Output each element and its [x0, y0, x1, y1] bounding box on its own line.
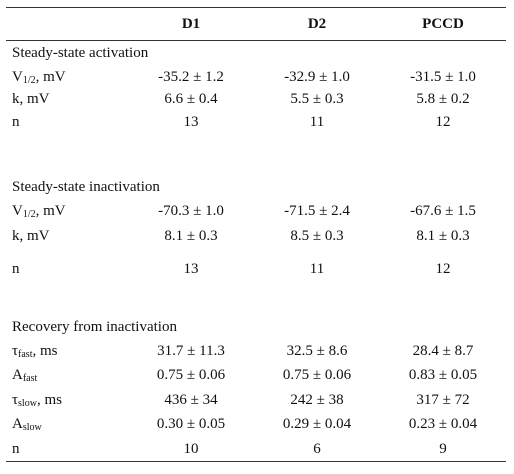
cell-value: -67.6 ± 1.5 — [410, 203, 476, 219]
label-subscript: fast — [22, 373, 38, 384]
data-row: n 13 11 12 — [6, 248, 506, 290]
cell-value: 0.83 ± 0.05 — [408, 367, 478, 383]
cell-value: 5.5 ± 0.3 — [290, 90, 344, 107]
cell-value: 11 — [309, 113, 325, 130]
row-label: k, mV — [12, 227, 50, 244]
data-row: k, mV 6.6 ± 0.4 5.5 ± 0.3 5.8 ± 0.2 — [6, 88, 506, 110]
cell-value: 0.75 ± 0.06 — [156, 367, 226, 383]
cell-value: 0.29 ± 0.04 — [282, 416, 352, 432]
header-row: D1 D2 PCCD — [6, 7, 506, 41]
cell-value: 8.1 ± 0.3 — [416, 227, 470, 244]
section-title-row: Steady-state inactivation — [6, 175, 506, 199]
label-subscript: slow — [22, 422, 42, 433]
cell-value: 12 — [435, 113, 451, 130]
section-title-row: Steady-state activation — [6, 41, 506, 67]
cell-value: 6 — [254, 437, 380, 462]
cell-value: -71.5 ± 2.4 — [284, 203, 350, 219]
label-base: V — [12, 68, 23, 85]
cell-value: 13 — [183, 113, 199, 130]
label-base: τ — [12, 391, 19, 408]
cell-value: 436 ± 34 — [164, 391, 218, 408]
section-title: Steady-state inactivation — [12, 178, 160, 195]
spacer-row — [6, 134, 506, 175]
cell-value: -70.3 ± 1.0 — [158, 203, 224, 219]
cell-value: 9 — [380, 437, 506, 462]
cell-value: 6.6 ± 0.4 — [164, 90, 218, 107]
data-row: Afast 0.75 ± 0.06 0.75 ± 0.06 0.83 ± 0.05 — [6, 363, 506, 388]
row-label: n — [12, 260, 20, 277]
row-label: V1/2, mV — [6, 66, 128, 88]
label-subscript: 1/2 — [22, 209, 36, 220]
label-subscript: slow — [18, 397, 37, 409]
cell-value: 13 — [183, 260, 199, 277]
cell-value: 8.5 ± 0.3 — [290, 227, 344, 244]
column-header: D1 — [128, 7, 254, 41]
data-row: V1/2, mV -70.3 ± 1.0 -71.5 ± 2.4 -67.6 ± 1.… — [6, 199, 506, 224]
row-label: k, mV — [12, 90, 50, 107]
spacer — [6, 290, 506, 315]
cell-value: 28.4 ± 8.7 — [412, 342, 474, 359]
row-label: Aslow — [6, 412, 128, 437]
label-subscript: 1/2 — [22, 74, 36, 86]
cell-value: -35.2 ± 1.2 — [158, 68, 224, 85]
section-title-row: Recovery from inactivation — [6, 315, 506, 339]
label-suffix: , ms — [36, 391, 62, 408]
data-row: τslow, ms 436 ± 34 242 ± 38 317 ± 72 — [6, 388, 506, 412]
column-header: D2 — [254, 7, 380, 41]
cell-value: 0.30 ± 0.05 — [156, 416, 226, 432]
row-label: V1/2, mV — [6, 199, 128, 224]
data-row: τfast, ms 31.7 ± 11.3 32.5 ± 8.6 28.4 ± 8.7 — [6, 339, 506, 363]
cell-value: 11 — [309, 260, 325, 277]
row-label: n — [6, 437, 128, 462]
cell-value: 32.5 ± 8.6 — [286, 342, 348, 359]
data-row: n 10 6 9 — [6, 437, 506, 462]
label-subscript: fast — [18, 348, 33, 360]
cell-value: -31.5 ± 1.0 — [410, 68, 476, 85]
cell-value: 31.7 ± 11.3 — [157, 342, 225, 359]
row-label: τslow, ms — [6, 388, 128, 412]
spacer-row — [6, 290, 506, 315]
cell-value: 12 — [435, 260, 451, 277]
cell-value: 242 ± 38 — [290, 391, 344, 408]
cell-value: -32.9 ± 1.0 — [284, 68, 350, 85]
label-base: A — [12, 416, 23, 432]
cell-value: 10 — [128, 437, 254, 462]
data-table: D1 D2 PCCD Steady-state activation V1/2, mV… — [6, 7, 506, 462]
cell-value: 0.23 ± 0.04 — [408, 416, 478, 432]
cell-value: 317 ± 72 — [416, 391, 470, 408]
data-row: Aslow 0.30 ± 0.05 0.29 ± 0.04 0.23 ± 0.04 — [6, 412, 506, 437]
cell-value: 0.75 ± 0.06 — [282, 367, 352, 383]
section-title: Steady-state activation — [12, 45, 149, 61]
column-header: PCCD — [380, 7, 506, 41]
row-label: Afast — [6, 363, 128, 388]
cell-value: 5.8 ± 0.2 — [416, 90, 470, 107]
spacer — [6, 134, 506, 175]
label-base: V — [12, 203, 23, 219]
data-row: n 13 11 12 — [6, 110, 506, 134]
label-suffix: , ms — [32, 342, 58, 359]
data-row: V1/2, mV -35.2 ± 1.2 -32.9 ± 1.0 -31.5 ± 1.… — [6, 66, 506, 88]
section-title: Recovery from inactivation — [12, 318, 177, 335]
label-suffix: , mV — [35, 68, 66, 85]
row-label: τfast, ms — [6, 339, 128, 363]
table-body: D1 D2 PCCD Steady-state activation V1/2, mV… — [6, 7, 506, 462]
label-base: A — [12, 367, 23, 383]
row-label: n — [12, 113, 20, 130]
data-row: k, mV 8.1 ± 0.3 8.5 ± 0.3 8.1 ± 0.3 — [6, 224, 506, 248]
label-suffix: , mV — [35, 203, 66, 219]
corner-cell — [6, 7, 128, 41]
label-base: τ — [12, 342, 19, 359]
cell-value: 8.1 ± 0.3 — [164, 227, 218, 244]
